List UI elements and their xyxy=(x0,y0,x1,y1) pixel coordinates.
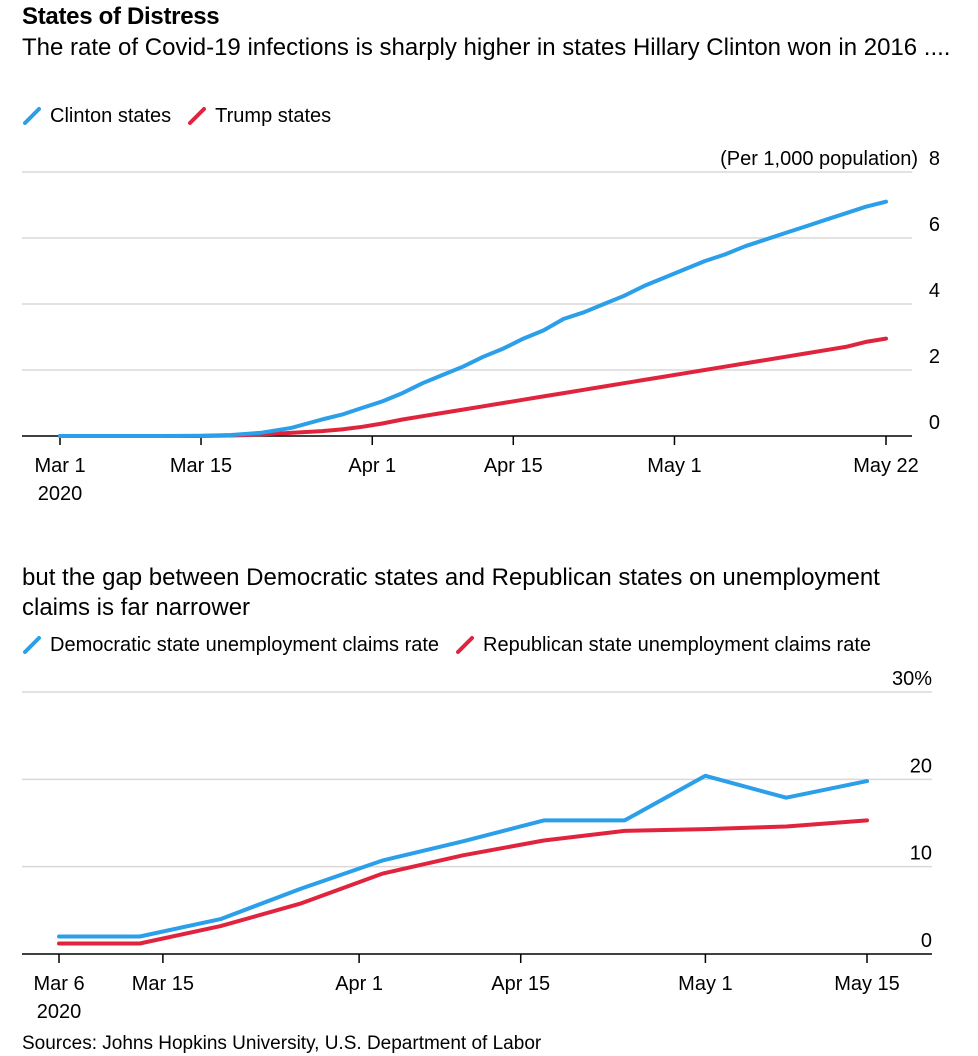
legend-swatch-democratic xyxy=(23,636,41,654)
chart-1-unit-label: (Per 1,000 population) xyxy=(720,148,918,170)
chart-2-series-line-1 xyxy=(57,773,869,939)
chart-1-series-line-2 xyxy=(58,336,888,438)
chart-2-y-tick-label-0: 0 xyxy=(921,930,932,952)
legend-label-clinton-states: Clinton states xyxy=(50,105,172,127)
legend-item-democratic: Democratic state unemployment claims rat… xyxy=(22,633,439,657)
legend-label-republican: Republican state unemployment claims rat… xyxy=(483,634,872,656)
chart-1-x-tick-label-3: Apr 15 xyxy=(484,455,543,477)
legend-label-democratic: Democratic state unemployment claims rat… xyxy=(50,634,440,656)
chart-1-y-tick-label-1: 2 xyxy=(929,346,940,368)
legend-label-trump-states: Trump states xyxy=(215,105,332,127)
chart-1-legend: Clinton states Trump states xyxy=(22,104,347,128)
chart-2-x-tick-label-5: May 15 xyxy=(834,973,900,995)
chart-title: States of Distress xyxy=(22,3,220,30)
legend-swatch-line-trump xyxy=(188,107,207,125)
chart-2-y-tick-label-2: 20 xyxy=(910,755,932,777)
chart-2-subtitle: but the gap between Democratic states an… xyxy=(22,564,880,621)
chart-1-series-line-1 xyxy=(58,199,888,438)
chart-1-y-tick-label-4: 8 xyxy=(929,148,940,170)
legend-swatch-line-republican xyxy=(456,636,475,654)
chart-2-x-tick-label-4: May 1 xyxy=(678,973,732,995)
chart-2-y-tick-label-1: 10 xyxy=(910,843,932,865)
legend-item-clinton-states: Clinton states xyxy=(22,104,171,128)
chart-2-x-tick-label-1: Mar 15 xyxy=(132,973,194,995)
legend-item-trump-states: Trump states xyxy=(187,104,331,128)
legend-swatch-line-democratic xyxy=(23,636,41,654)
chart-2-series-line-2 xyxy=(57,818,869,946)
chart-1-x-tick-label-2: Apr 1 xyxy=(348,455,396,477)
legend-swatch-line-clinton xyxy=(23,107,41,125)
chart-2-x-tick-label-3: Apr 15 xyxy=(491,973,550,995)
chart-1-x-tick-label-5: May 22 xyxy=(853,455,919,477)
source-note: Sources: Johns Hopkins University, U.S. … xyxy=(22,1033,542,1054)
chart-1-y-tick-label-3: 6 xyxy=(929,214,940,236)
chart-1-x-tick-label-4: May 1 xyxy=(647,455,701,477)
chart-2-legend: Democratic state unemployment claims rat… xyxy=(22,633,887,657)
chart-2-y-tick-label-3: 30% xyxy=(892,668,932,690)
legend-item-republican: Republican state unemployment claims rat… xyxy=(455,633,871,657)
legend-swatch-trump-states xyxy=(188,107,207,125)
legend-swatch-clinton-states xyxy=(23,107,41,125)
chart-1-y-tick-label-2: 4 xyxy=(929,280,940,302)
chart-2-x-tick-label-2: Apr 1 xyxy=(335,973,383,995)
chart-1-subtitle: The rate of Covid-19 infections is sharp… xyxy=(22,34,951,61)
chart-1-covid-rate: 0 2 4 6 8 (Per 1,000 population) Mar 1 2020 Mar … xyxy=(22,148,940,505)
chart-1-x-tick-label-1: Mar 15 xyxy=(170,455,232,477)
chart-1-y-tick-label-0: 0 xyxy=(929,412,940,434)
chart-1-x-tick-label-0: Mar 1 xyxy=(34,455,85,477)
chart-2-x-tick-sublabel-0: 2020 xyxy=(37,1001,82,1023)
legend-swatch-republican xyxy=(456,636,475,654)
chart-2-x-tick-label-0: Mar 6 xyxy=(33,973,84,995)
chart-1-x-tick-sublabel-0: 2020 xyxy=(38,483,83,505)
chart-2-unemployment-claims: 0 10 20 30% Mar 6 2020 Mar 15 Apr 1 Apr 15 May 1 M… xyxy=(22,668,932,1023)
